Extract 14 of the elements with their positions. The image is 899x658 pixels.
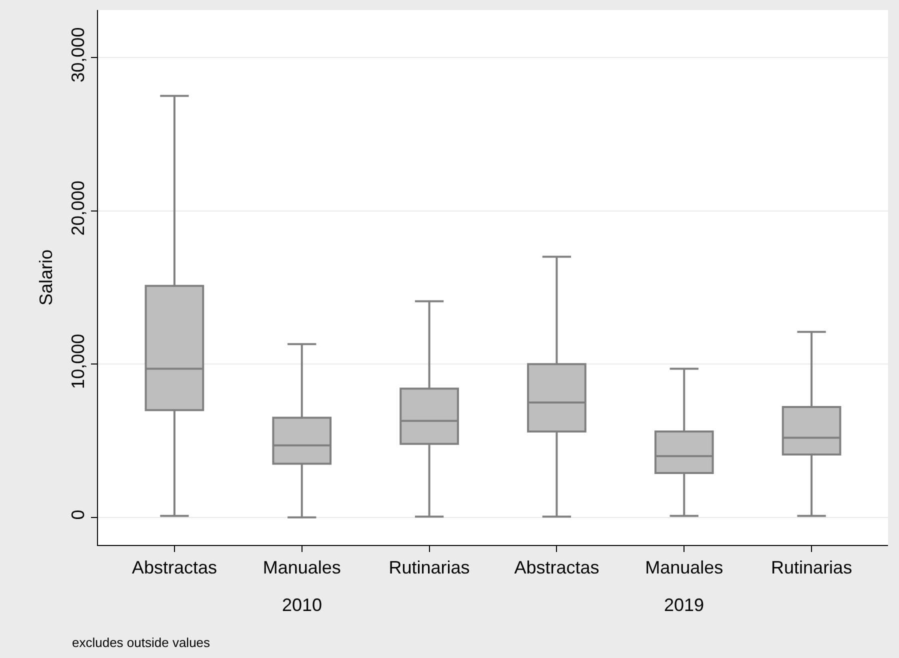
x-tick-label: Abstractas: [132, 558, 217, 578]
y-axis-title: Salario: [36, 249, 56, 306]
text: 2019: [664, 595, 704, 615]
x-tick-label: Manuales: [262, 558, 341, 578]
x-tick-label: Rutinarias: [771, 558, 852, 578]
x-tick-label: Manuales: [645, 558, 724, 578]
x-tick-label: Rutinarias: [388, 558, 470, 578]
y-tick-label: 20,000: [68, 180, 88, 236]
text: excludes outside values: [72, 635, 211, 650]
y-tick-label: 30,000: [68, 27, 88, 82]
text: 2010: [282, 595, 322, 615]
x-tick-label: Abstractas: [514, 558, 600, 578]
y-tick-label: 0: [68, 510, 88, 520]
y-tick-label: 10,000: [68, 334, 88, 389]
